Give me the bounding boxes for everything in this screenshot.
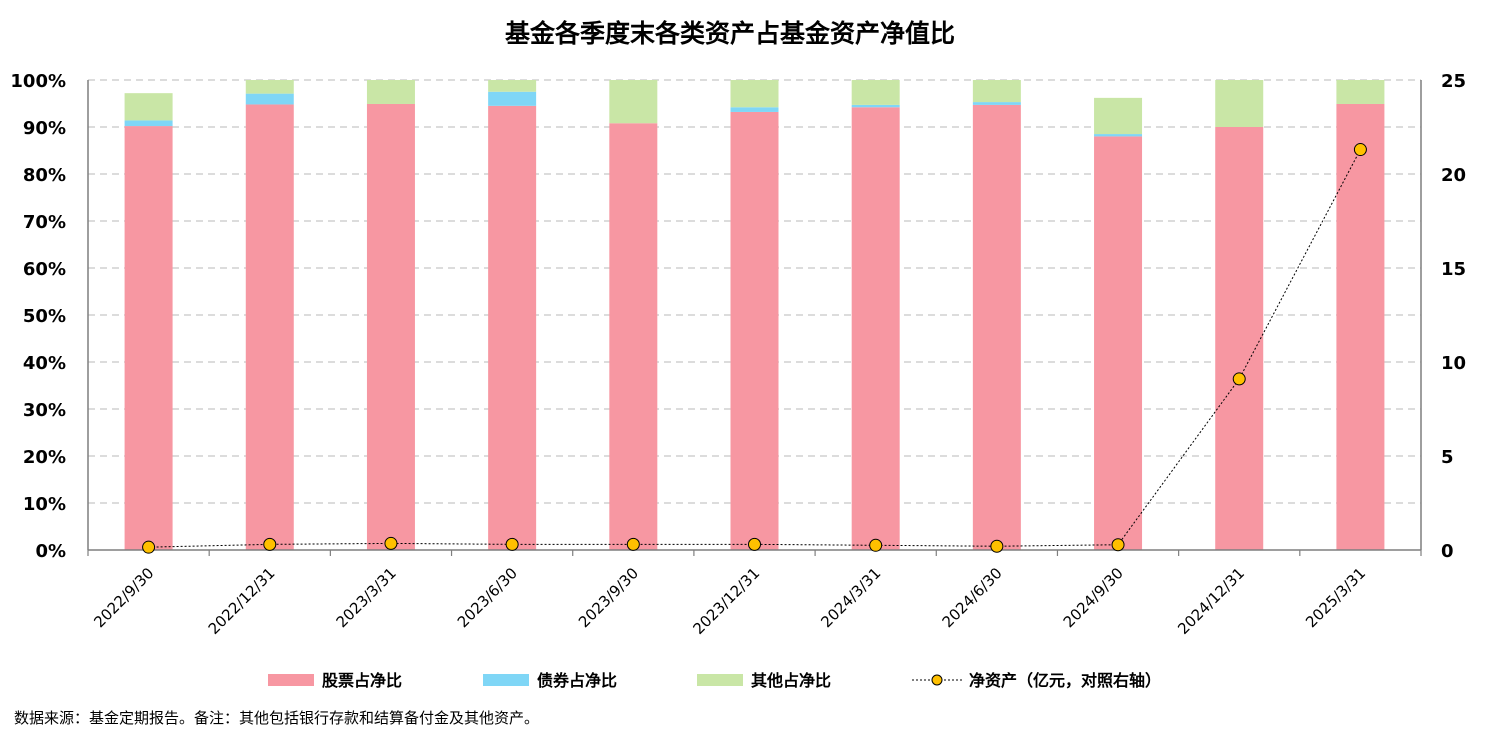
net-asset-point-4 [626,537,640,551]
net-asset-point-2 [384,536,398,550]
legend-marker [931,674,943,686]
bars [124,80,1385,551]
net-asset-point-7 [990,539,1004,553]
x-tick-label: 2023/9/30 [575,564,642,631]
left-tick-label: 40% [23,353,66,374]
chart-title: 基金各季度末各类资产占基金资产净值比 [505,19,955,48]
right-tick-label: 25 [1441,71,1466,92]
bar-segment-s2-c9 [1215,80,1264,127]
bar-segment-s2-c8 [1094,97,1143,135]
legend-label-2: 其他占净比 [751,671,831,690]
right-tick-label: 10 [1441,353,1466,374]
bar-segment-s1-c8 [1094,134,1143,137]
bar-segment-s0-c2 [366,103,415,550]
bar-segment-s0-c6 [851,107,900,550]
bar-segment-s2-c2 [366,80,415,104]
net-asset-point-10 [1353,143,1367,157]
legend-label-1: 债券占净比 [537,671,617,690]
bar-segment-s2-c10 [1336,80,1385,104]
left-tick-label: 70% [23,212,66,233]
bar-segment-s1-c5 [730,107,779,112]
right-tick-label: 5 [1441,447,1454,468]
bar-segment-s2-c1 [245,80,294,94]
legend: 股票占净比 债券占净比 其他占净比 净资产（亿元，对照右轴） [268,671,1161,690]
left-axis-ticks: 0% 10% 20% 30% 40% 50% 60% 70% 80% 90% 100% [10,71,66,562]
net-asset-point-3 [505,537,519,551]
legend-label-3: 净资产（亿元，对照右轴） [969,671,1161,690]
right-axis-ticks: 0 5 10 15 20 25 [1441,71,1466,562]
x-tick-label: 2025/3/31 [1302,564,1369,631]
bar-segment-s1-c6 [851,104,900,108]
bar-segment-s0-c9 [1215,127,1264,550]
left-tick-label: 90% [23,118,66,139]
net-asset-point-6 [869,538,883,552]
right-tick-label: 20 [1441,165,1466,186]
left-tick-label: 80% [23,165,66,186]
bar-segment-s0-c7 [972,104,1021,550]
bar-segment-s0-c3 [488,105,537,550]
bar-segment-s2-c3 [488,80,537,92]
x-tick-label: 2023/12/31 [689,564,763,638]
left-tick-label: 60% [23,259,66,280]
bar-segment-s2-c7 [972,80,1021,103]
net-asset-point-8 [1111,538,1125,552]
net-asset-point-5 [748,537,761,551]
right-tick-label: 0 [1441,541,1454,562]
bar-segment-s2-c5 [730,80,779,108]
x-tick-label: 2024/12/31 [1174,564,1248,638]
right-tick-label: 15 [1441,259,1466,280]
bar-segment-s0-c10 [1336,103,1385,550]
bar-segment-s0-c1 [245,104,294,550]
bar-segment-s2-c0 [124,93,173,121]
bar-segment-s2-c4 [609,80,658,124]
x-tick-label: 2022/12/31 [205,564,279,638]
bar-segment-s0-c4 [609,123,658,551]
bar-segment-s1-c1 [245,93,294,105]
left-tick-label: 100% [10,71,66,92]
net-asset-point-9 [1232,372,1246,386]
bar-segment-s0-c0 [124,126,173,550]
x-tick-label: 2024/6/30 [939,564,1006,631]
bar-segment-s0-c8 [1094,136,1143,550]
x-tick-label: 2024/3/31 [817,564,884,631]
legend-swatch-0 [268,674,314,686]
left-tick-label: 30% [23,400,66,421]
net-asset-line [142,143,1367,554]
source-note: 数据来源：基金定期报告。备注：其他包括银行存款和结算备付金及其他资产。 [14,709,540,727]
left-tick-label: 0% [35,541,66,562]
bar-segment-s1-c7 [972,102,1021,105]
net-asset-point-0 [142,540,156,554]
x-tick-label: 2024/9/30 [1060,564,1127,631]
bar-segment-s2-c6 [851,80,900,105]
bar-segment-s1-c3 [488,91,537,106]
x-tick-label: 2023/3/31 [333,564,400,631]
x-axis-ticks: 2022/9/30 2022/12/31 2023/3/31 2023/6/30 202… [90,564,1369,638]
left-tick-label: 50% [23,306,66,327]
x-tick-label: 2023/6/30 [454,564,521,631]
legend-label-0: 股票占净比 [322,671,402,690]
bar-segment-s0-c5 [730,111,779,551]
left-tick-label: 10% [23,494,66,515]
legend-swatch-1 [483,674,529,686]
left-tick-label: 20% [23,447,66,468]
bar-segment-s1-c0 [124,120,173,127]
net-asset-point-1 [263,537,277,551]
x-tick-label: 2022/9/30 [90,564,157,631]
legend-swatch-2 [697,674,743,686]
